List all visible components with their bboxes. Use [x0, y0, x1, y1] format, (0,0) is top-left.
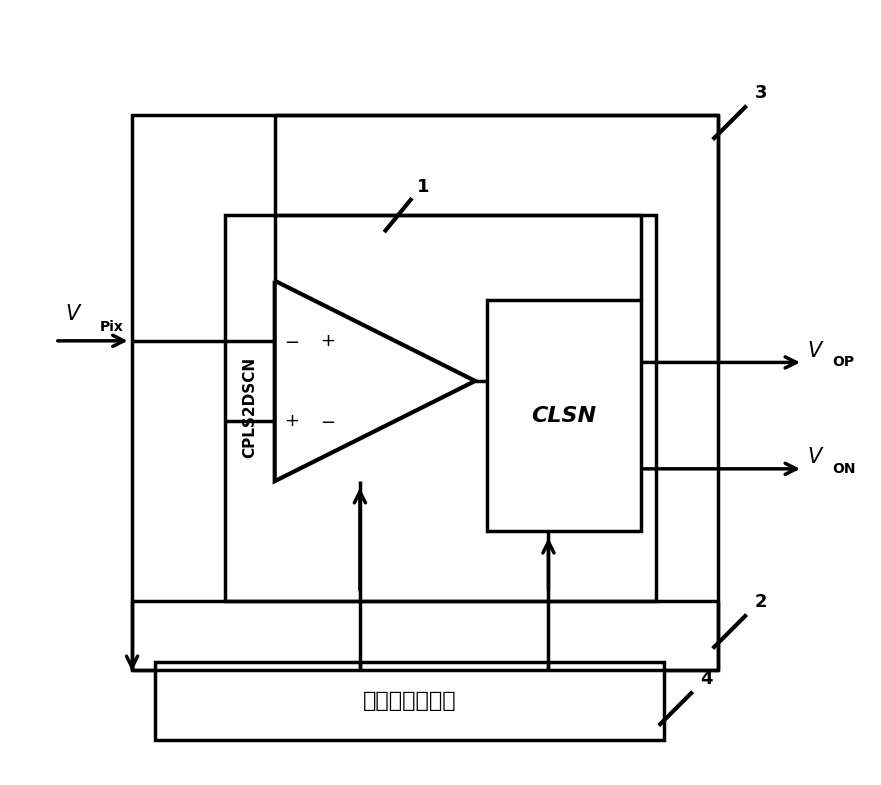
Text: 控制信号发生器: 控制信号发生器 [363, 691, 456, 711]
Text: ON: ON [833, 462, 855, 476]
Text: CPLS2DSCN: CPLS2DSCN [241, 357, 256, 458]
Bar [225, 215, 656, 601]
Text: $V$: $V$ [65, 304, 83, 324]
Text: $-$: $-$ [320, 412, 335, 430]
Text: 3: 3 [754, 84, 766, 102]
Text: CLSN: CLSN [531, 406, 596, 425]
Bar [155, 663, 664, 739]
Text: Pix: Pix [100, 320, 123, 334]
Text: $+$: $+$ [284, 412, 300, 430]
Text: 1: 1 [418, 178, 430, 196]
Text: $V$: $V$ [807, 341, 825, 361]
Text: $V$: $V$ [807, 447, 825, 467]
Bar [132, 115, 718, 670]
Text: OP: OP [833, 356, 855, 370]
Bar [487, 300, 641, 531]
Text: 4: 4 [700, 670, 713, 688]
Text: 2: 2 [754, 593, 766, 611]
Text: $-$: $-$ [284, 332, 300, 350]
Text: $+$: $+$ [320, 332, 335, 350]
